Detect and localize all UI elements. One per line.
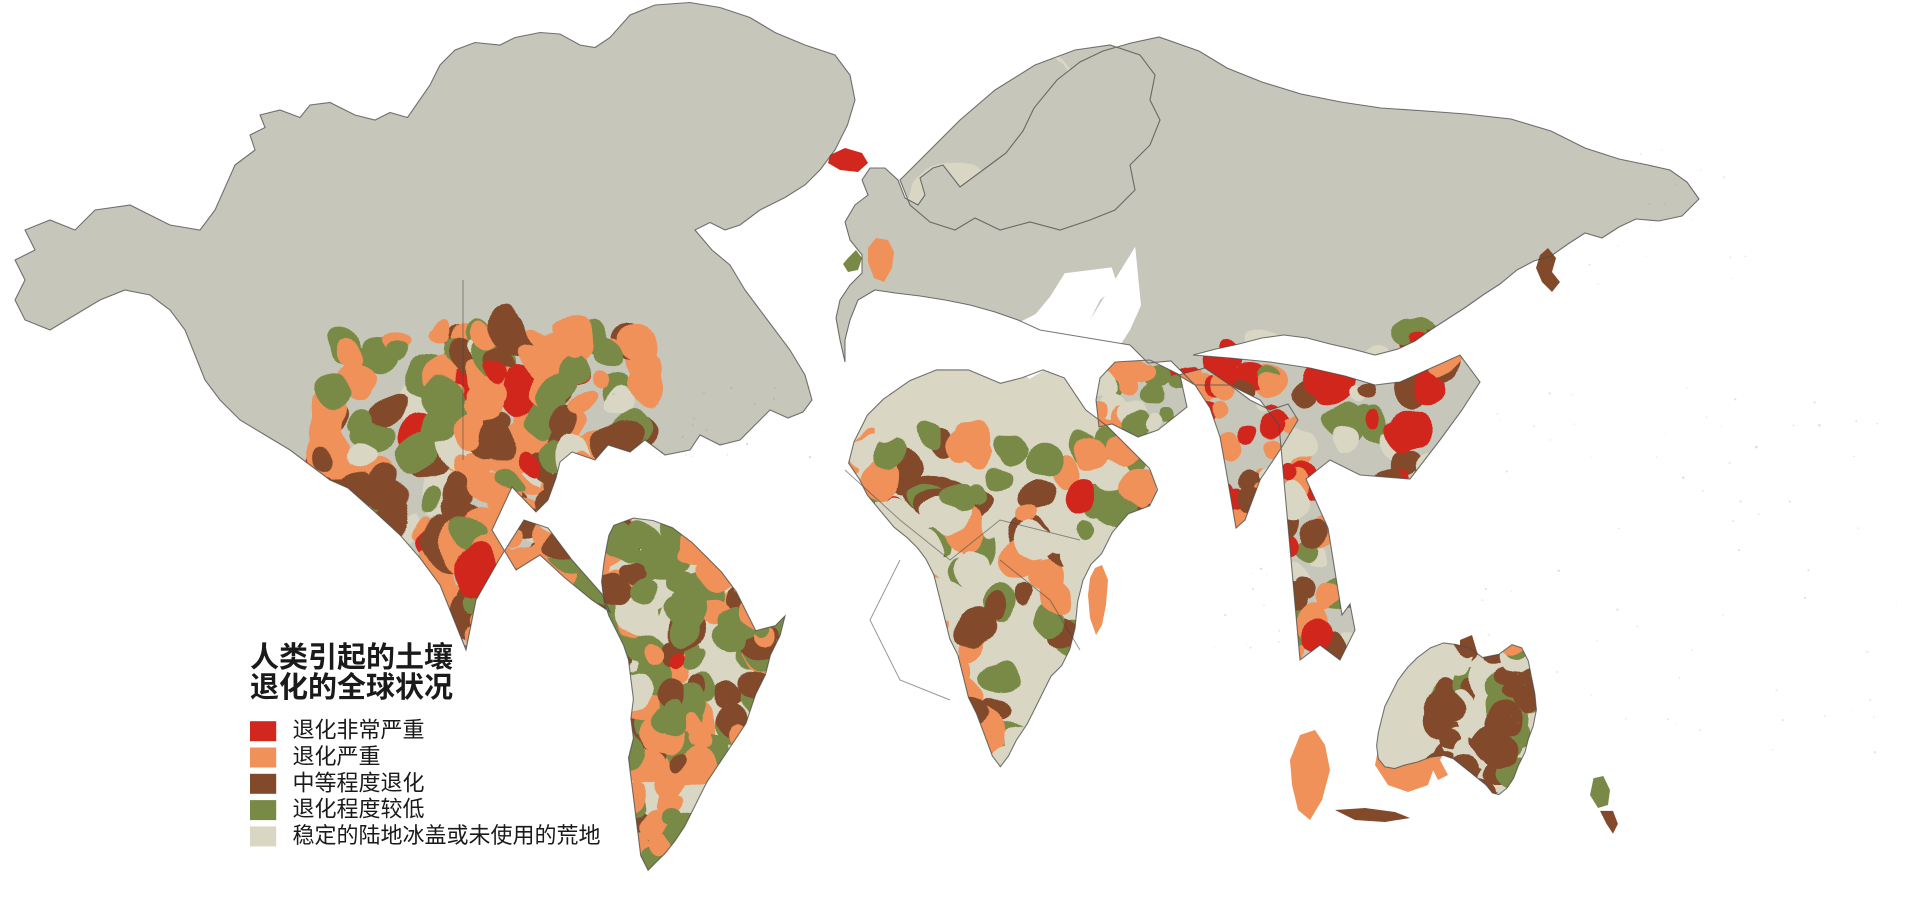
svg-text:退化的全球状况: 退化的全球状况	[250, 664, 453, 706]
svg-text:稳定的陆地冰盖或未使用的荒地: 稳定的陆地冰盖或未使用的荒地	[293, 818, 601, 850]
